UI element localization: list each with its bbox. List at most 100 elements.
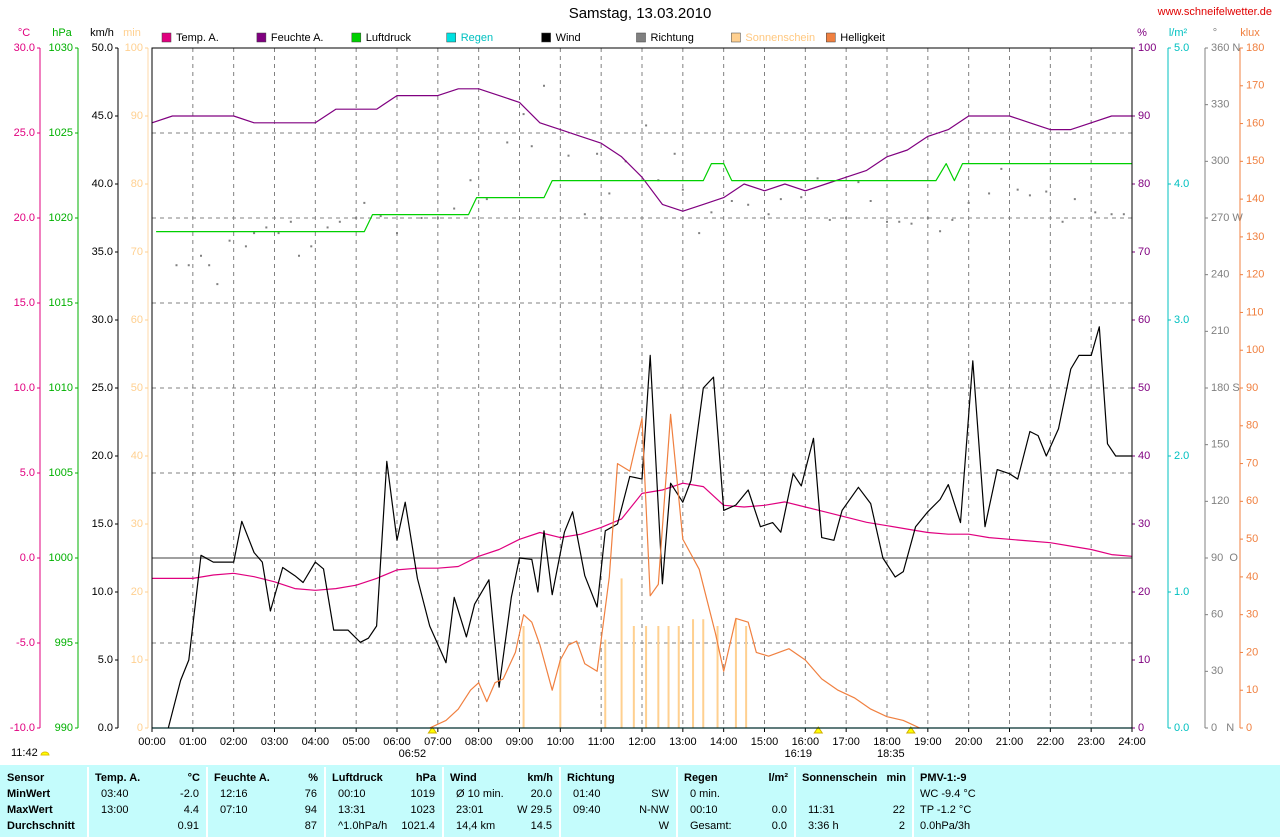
table-unit: %	[308, 772, 318, 784]
table-cell: 00:10	[690, 804, 718, 816]
direction-dot	[779, 198, 782, 201]
y-tick-label: 0	[137, 722, 143, 734]
sun-icon	[40, 751, 50, 756]
direction-dot	[857, 181, 860, 184]
x-tick-label: 06:00	[383, 736, 411, 748]
y-tick-label: 20.0	[14, 212, 35, 224]
row-label: MinWert	[7, 788, 51, 800]
table-cell: 0.0	[772, 820, 787, 832]
x-tick-label: 04:00	[302, 736, 330, 748]
sunshine-bar	[657, 626, 660, 728]
table-cell: N-NW	[639, 804, 670, 816]
y-tick-label: 10	[1138, 654, 1150, 666]
table-cell: 3:36 h	[808, 820, 839, 832]
y-tick-label: 160	[1246, 117, 1264, 129]
y-tick-label: 60	[1211, 609, 1223, 621]
y-tick-label: 15.0	[14, 297, 35, 309]
sun-marker	[427, 726, 438, 734]
legend-swatch	[826, 32, 836, 43]
chart-title: Samstag, 13.03.2010	[569, 5, 712, 22]
plot-frame	[151, 47, 1133, 729]
y-tick-label: 0.0	[98, 722, 113, 734]
table-cell: 09:40	[573, 804, 601, 816]
legend-swatch	[351, 32, 362, 43]
sunshine-bar	[745, 626, 748, 728]
table-cell: -2.0	[180, 788, 199, 800]
direction-dot	[265, 226, 268, 229]
direction-dot	[338, 220, 341, 223]
x-tick-label: 05:00	[342, 736, 370, 748]
x-tick-label: 23:00	[1077, 736, 1105, 748]
y-tick-label: 90	[131, 110, 143, 122]
y-tick-label: 80	[1138, 178, 1150, 190]
x-tick-label: 16:00	[792, 736, 820, 748]
x-tick-label: 09:00	[506, 736, 534, 748]
table-header: Temp. A.	[95, 772, 140, 784]
table-header: Feuchte A.	[214, 772, 270, 784]
y-tick-label: 20.0	[92, 450, 113, 462]
y-tick-label: 35.0	[92, 246, 113, 258]
y-tick-label: 3.0	[1174, 314, 1189, 326]
y-tick-label: 80	[1246, 420, 1258, 432]
direction-dot	[289, 220, 292, 223]
direction-dot	[869, 200, 872, 202]
series-line	[156, 163, 1132, 233]
table-cell: 23:01	[456, 804, 484, 816]
sunshine-bar	[716, 626, 719, 728]
table-cell: W 29.5	[517, 804, 552, 816]
y-tick-label: 30	[1246, 609, 1258, 621]
direction-dot	[379, 215, 382, 218]
legend-label: Sonnenschein	[745, 32, 815, 44]
direction-dot	[583, 213, 586, 216]
y-tick-label: 100	[125, 42, 143, 54]
table-unit: l/m²	[768, 772, 788, 784]
direction-dot	[926, 217, 929, 219]
direction-dot	[645, 124, 648, 127]
x-tick-label: 00:00	[138, 736, 166, 748]
direction-dot	[1045, 190, 1048, 193]
table-cell: 0.0hPa/3h	[920, 820, 970, 832]
table-cell: 0 min.	[690, 788, 720, 800]
direction-dot	[1073, 198, 1076, 201]
y-tick-label: 360 N	[1211, 42, 1240, 54]
table-cell: 1023	[411, 804, 435, 816]
y-tick-label: 0	[1138, 722, 1144, 734]
y-tick-label: 180	[1246, 42, 1264, 54]
legend-swatch	[636, 32, 646, 43]
y-tick-label: 50.0	[92, 42, 113, 54]
direction-dot	[886, 220, 888, 223]
y-tick-label: 100	[1246, 344, 1264, 356]
x-tick-label: 11:00	[588, 736, 615, 748]
x-tick-label: 03:00	[261, 736, 289, 748]
sun-marker	[905, 726, 916, 734]
table-cell: 12:16	[220, 788, 248, 800]
axis-title: °C	[18, 27, 30, 39]
axis-title: %	[1137, 27, 1147, 39]
y-tick-label: 40	[1138, 450, 1150, 462]
sun-marker	[813, 726, 824, 734]
y-tick-label: 5.0	[98, 654, 113, 666]
table-cell: 4.4	[184, 804, 199, 816]
table-cell: 13:31	[338, 804, 366, 816]
direction-dot	[216, 283, 219, 286]
direction-dot	[828, 218, 831, 221]
y-tick-label: 10	[1246, 684, 1258, 696]
direction-dot	[939, 230, 942, 233]
direction-dot	[355, 217, 358, 219]
table-cell: 87	[305, 820, 317, 832]
legend-swatch	[541, 32, 551, 43]
direction-dot	[596, 152, 599, 155]
direction-dot	[244, 245, 247, 248]
table-cell: 76	[305, 788, 317, 800]
direction-dot	[1122, 213, 1125, 216]
table-cell: 22	[893, 804, 905, 816]
table-header: Sonnenschein	[802, 772, 877, 784]
direction-dot	[967, 201, 970, 204]
y-tick-label: 20	[1246, 646, 1258, 658]
table-unit: min	[886, 772, 906, 784]
y-tick-label: 150	[1211, 439, 1229, 451]
y-tick-label: 70	[131, 246, 143, 258]
y-tick-label: 30.0	[92, 314, 113, 326]
y-tick-label: -5.0	[16, 637, 35, 649]
